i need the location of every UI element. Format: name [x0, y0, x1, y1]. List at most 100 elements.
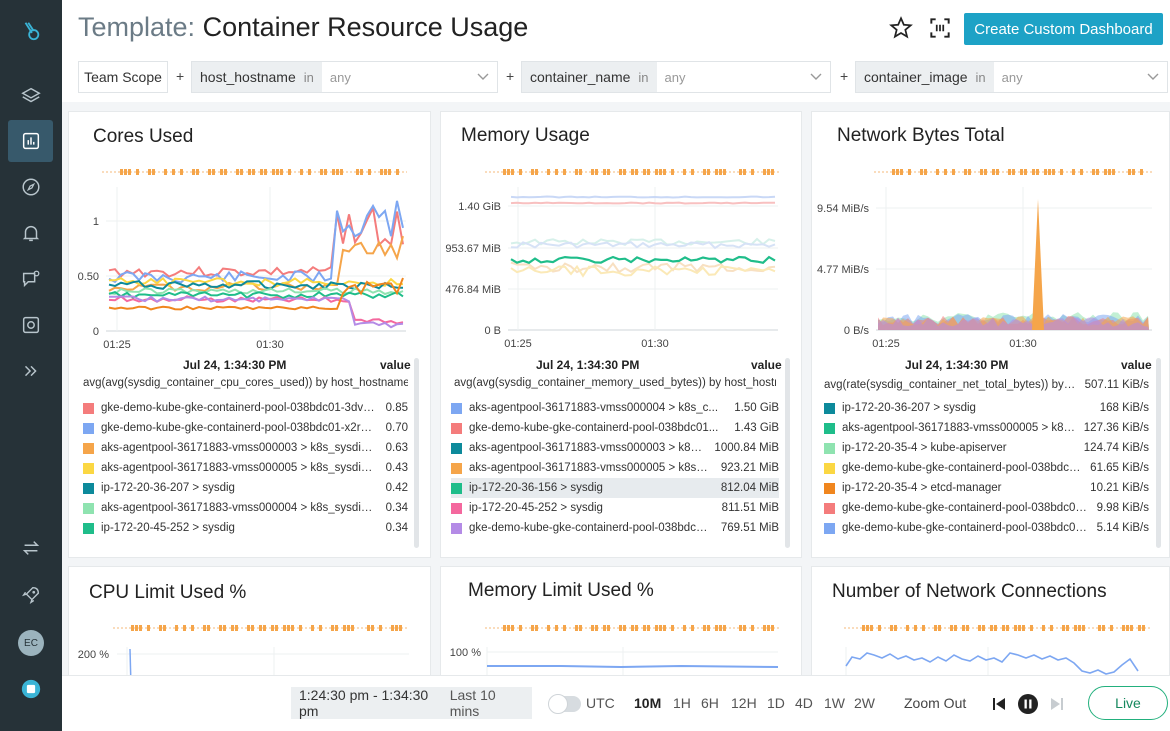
layers-icon[interactable]	[8, 75, 53, 117]
legend-row[interactable]: gke-demo-kube-gke-containerd-pool-038bdc…	[83, 418, 408, 438]
legend-row[interactable]: ip-172-20-35-4 > etcd-manager 10.21 KiB/s	[824, 478, 1149, 498]
legend-scrollbar[interactable]	[1156, 358, 1161, 548]
events-chat-icon[interactable]	[8, 258, 53, 300]
legend-row[interactable]: ip-172-20-45-252 > sysdig 0.34	[83, 518, 408, 538]
range-12h-button[interactable]: 12H	[731, 695, 757, 711]
legend-row[interactable]: aks-agentpool-36171883-vmss000005 > k8s_…	[824, 418, 1149, 438]
chevron-down-icon[interactable]	[477, 73, 489, 81]
zoom-out-button[interactable]: Zoom Out	[904, 695, 967, 711]
legend-row[interactable]: aks-agentpool-36171883-vmss000003 > k8s_…	[451, 438, 779, 458]
filter-container-name[interactable]: container_name in any	[521, 61, 831, 93]
series-line	[510, 264, 776, 278]
alerts-bell-icon[interactable]	[8, 212, 53, 254]
dashboards-icon[interactable]	[8, 120, 53, 162]
help-chat-icon[interactable]	[8, 668, 53, 710]
event-marker	[723, 625, 726, 631]
event-marker	[503, 625, 506, 631]
legend-row[interactable]: aks-agentpool-36171883-vmss000005 > k8s_…	[451, 458, 779, 478]
legend-row[interactable]: gke-demo-kube-gke-containerd-pool-038bdc…	[83, 398, 408, 418]
legend-swatch	[83, 402, 94, 414]
panel-network-bytes-total[interactable]: Network Bytes Total 9.54 MiB/s 4.77 MiB/…	[811, 111, 1170, 558]
range-2w-button[interactable]: 2W	[854, 695, 875, 711]
create-custom-dashboard-button[interactable]: Create Custom Dashboard	[964, 13, 1163, 45]
skip-back-icon[interactable]	[988, 693, 1010, 715]
legend-series-name: aks-agentpool-36171883-vmss000005 > k8s_…	[842, 422, 1076, 434]
filter-host-hostname[interactable]: host_hostname in any	[191, 61, 498, 93]
legend-scrollbar[interactable]	[785, 358, 790, 548]
time-range-selector[interactable]: 1:24:30 pm - 1:34:30 pm Last 10 mins	[291, 687, 532, 719]
legend-series-value: 0.85	[385, 402, 408, 414]
panel-cpu-limit-used[interactable]: CPU Limit Used % 200 %	[68, 566, 431, 686]
legend-row[interactable]: gke-demo-kube-gke-containerd-pool-038bdc…	[824, 458, 1149, 478]
event-marker	[511, 625, 514, 631]
legend-scrollbar[interactable]	[414, 358, 419, 548]
events-strip	[485, 625, 781, 631]
panel-memory-usage[interactable]: Memory Usage 1.40 GiB 953.67 MiB 476.84 …	[440, 111, 802, 558]
legend-row[interactable]: ip-172-20-36-207 > sysdig 168 KiB/s	[824, 398, 1149, 418]
pause-icon[interactable]	[1017, 693, 1039, 715]
event-marker	[1008, 169, 1011, 175]
legend-row[interactable]: aks-agentpool-36171883-vmss000005 > k8s_…	[83, 458, 408, 478]
chevron-down-icon[interactable]	[810, 73, 822, 81]
legend-row[interactable]: ip-172-20-36-207 > sysdig 0.42	[83, 478, 408, 498]
event-marker	[978, 625, 981, 631]
event-marker	[356, 169, 359, 175]
event-marker	[507, 625, 510, 631]
legend-series-name: gke-demo-kube-gke-containerd-pool-038bdc…	[842, 502, 1089, 514]
legend-series-value: 1000.84 MiB	[714, 442, 779, 454]
legend-row[interactable]: gke-demo-kube-gke-containerd-pool-038bdc…	[451, 518, 779, 538]
live-button[interactable]: Live	[1088, 686, 1168, 720]
legend-series-name: aks-agentpool-36171883-vmss000005 > k8s_…	[101, 462, 378, 474]
x-tick: 01:25	[103, 339, 131, 351]
range-6h-button[interactable]: 6H	[701, 695, 719, 711]
x-tick: 01:30	[256, 339, 284, 351]
event-marker	[219, 625, 222, 631]
panel-network-connections[interactable]: Number of Network Connections	[811, 566, 1170, 686]
legend-row[interactable]: gke-demo-kube-gke-containerd-pool-038bdc…	[824, 518, 1149, 538]
compass-icon[interactable]	[8, 166, 53, 208]
team-scope-button[interactable]: Team Scope	[78, 61, 168, 93]
range-1h-button[interactable]: 1H	[673, 695, 691, 711]
event-marker	[1014, 625, 1017, 631]
legend-query-row: avg(rate(sysdig_container_net_total_byte…	[824, 375, 1149, 395]
legend-row[interactable]: aks-agentpool-36171883-vmss000003 > k8s_…	[83, 438, 408, 458]
legend-series-value: 811.51 MiB	[721, 502, 779, 514]
range-10m-button[interactable]: 10M	[634, 695, 662, 711]
legend-swatch	[451, 422, 462, 434]
title-prefix: Template:	[78, 12, 196, 42]
filter-container-image[interactable]: container_image in any	[855, 61, 1168, 93]
legend-row[interactable]: ip-172-20-45-252 > sysdig 811.51 MiB	[451, 498, 779, 518]
utc-toggle[interactable]	[548, 694, 581, 714]
range-4d-button[interactable]: 4D	[795, 695, 813, 711]
event-marker	[751, 169, 754, 175]
scan-fullscreen-icon[interactable]	[927, 15, 953, 41]
panel-cores-used[interactable]: Cores Used 1 0.50 0 01:25 01:30 Jul 24, …	[68, 111, 431, 558]
event-marker	[340, 169, 343, 175]
legend-row[interactable]: ip-172-20-36-156 > sysdig 812.04 MiB	[451, 478, 779, 498]
event-marker	[191, 625, 194, 631]
range-1d-button[interactable]: 1D	[767, 695, 785, 711]
legend-row[interactable]: aks-agentpool-36171883-vmss000004 > k8s_…	[451, 398, 779, 418]
legend-row[interactable]: aks-agentpool-36171883-vmss000004 > k8s_…	[83, 498, 408, 518]
event-marker	[996, 169, 999, 175]
event-marker	[1132, 169, 1135, 175]
getting-started-rocket-icon[interactable]	[8, 574, 53, 616]
panel-memory-limit-used[interactable]: Memory Limit Used % 100 %	[440, 566, 802, 686]
range-1w-button[interactable]: 1W	[824, 695, 845, 711]
legend-swatch	[824, 462, 835, 474]
panel-title: Cores Used	[93, 126, 194, 147]
capture-icon[interactable]	[8, 304, 53, 346]
expand-chevrons-icon[interactable]	[8, 350, 53, 392]
sysdig-logo-icon[interactable]	[8, 10, 53, 52]
event-marker	[906, 625, 909, 631]
favorite-star-icon[interactable]	[888, 15, 914, 41]
legend-row[interactable]: gke-demo-kube-gke-containerd-pool-038bdc…	[824, 498, 1149, 518]
legend-row[interactable]: ip-172-20-35-4 > kube-apiserver 124.74 Ki…	[824, 438, 1149, 458]
event-marker	[347, 625, 350, 631]
integrations-swap-icon[interactable]	[8, 527, 53, 569]
chevron-down-icon[interactable]	[1147, 73, 1159, 81]
time-range-last: Last 10 mins	[449, 687, 496, 719]
legend-row[interactable]: gke-demo-kube-gke-containerd-pool-038bdc…	[451, 418, 779, 438]
user-avatar[interactable]: EC	[18, 630, 44, 656]
skip-forward-icon[interactable]	[1046, 693, 1068, 715]
